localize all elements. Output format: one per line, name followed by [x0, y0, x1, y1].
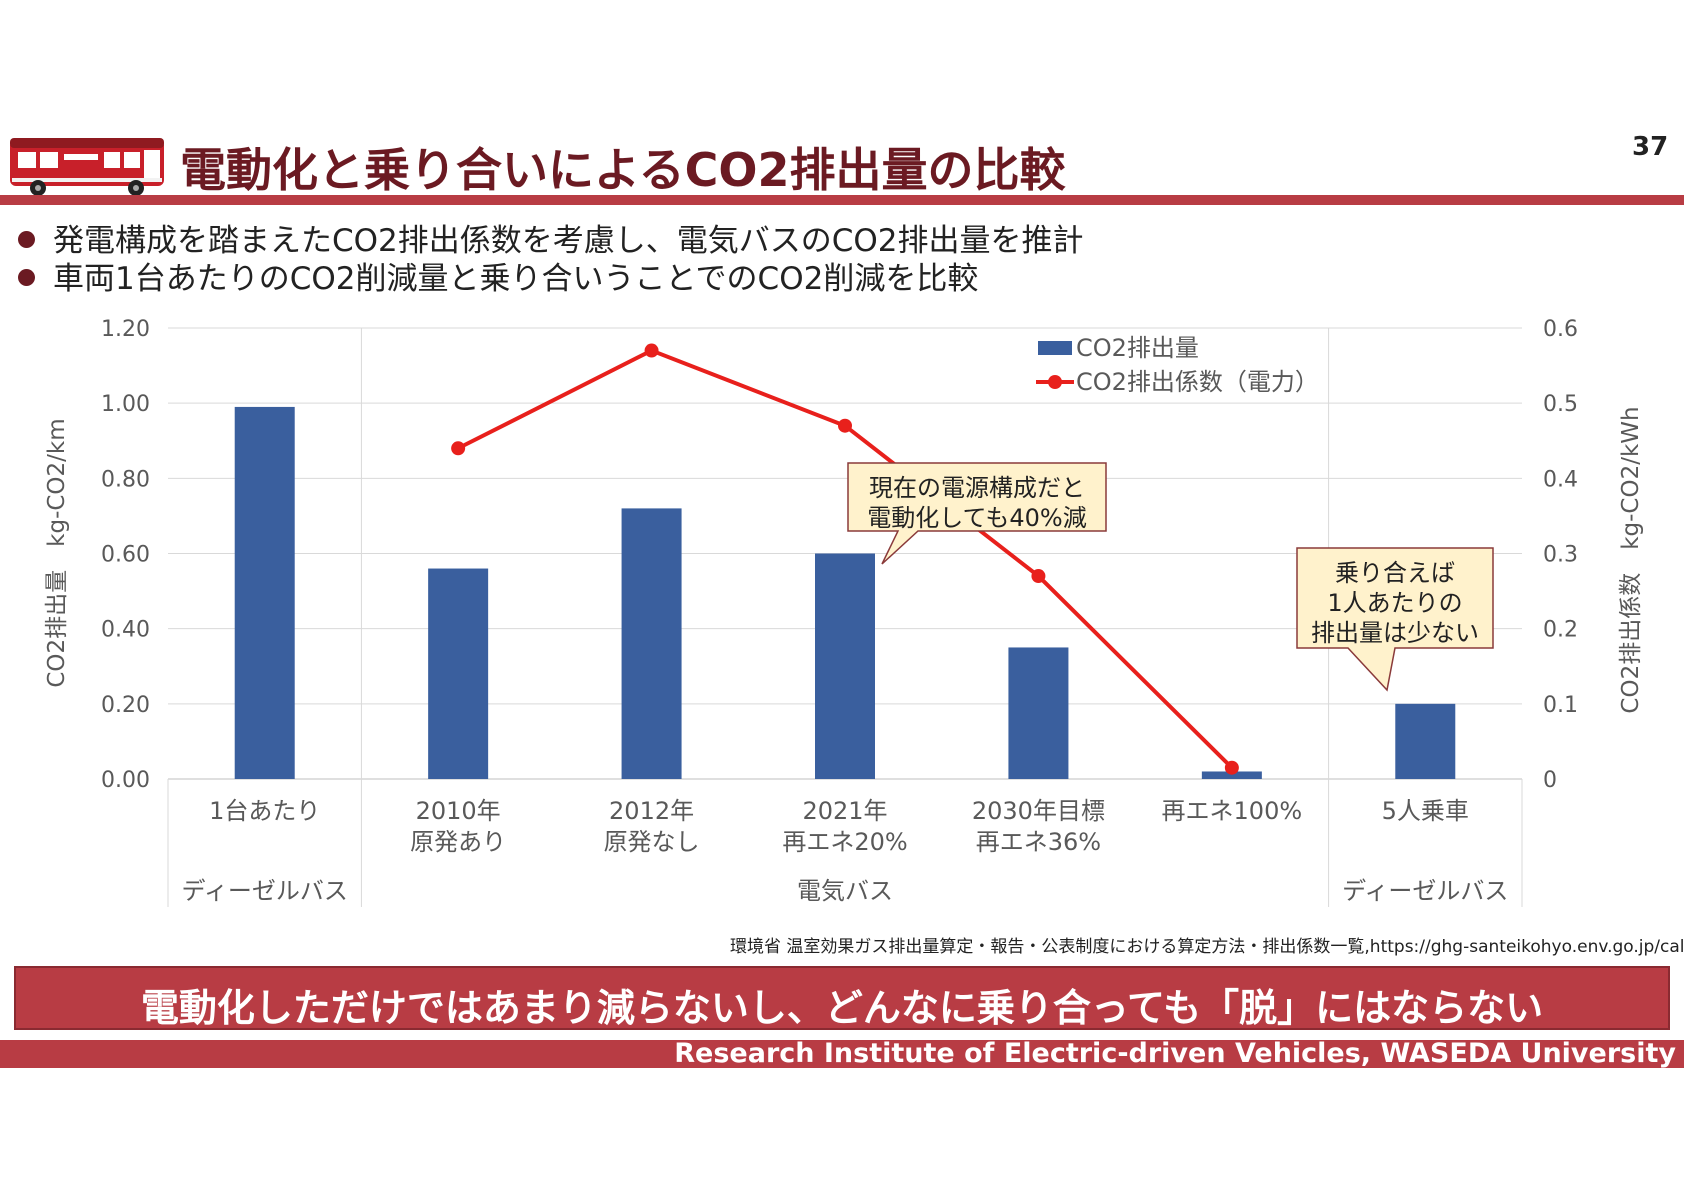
bullet-item: 発電構成を踏まえたCO2排出係数を考慮し、電気バスのCO2排出量を推計 [18, 222, 1084, 260]
right-tick-label: 0.2 [1543, 618, 1578, 643]
bar-1 [234, 406, 295, 779]
bar-3 [621, 508, 682, 779]
group-label: ディーゼルバス [182, 877, 348, 905]
footer-institution: Research Institute of Electric-driven Ve… [674, 1038, 1676, 1069]
bullet-item: 車両1台あたりのCO2削減量と乗り合いうことでのCO2削減を比較 [18, 260, 1084, 298]
callout-shared-ride-text: 排出量は少ない [1311, 619, 1479, 647]
legend-line-label: CO2排出係数（電力） [1076, 368, 1319, 396]
category-label: 1台あたり [209, 797, 320, 825]
bullet-text: 発電構成を踏まえたCO2排出係数を考慮し、電気バスのCO2排出量を推計 [53, 223, 1084, 259]
bus-icon [10, 138, 164, 196]
right-axis-title: CO2排出係数 kg-CO2/kWh [1618, 406, 1644, 713]
group-label: 電気バス [797, 877, 893, 905]
page-number: 37 [1632, 132, 1669, 162]
page-title: 電動化と乗り合いによるCO2排出量の比較 [180, 143, 1066, 197]
left-tick-label: 0.40 [101, 618, 150, 643]
right-tick-label: 0.3 [1543, 543, 1578, 568]
bullet-dot-icon [18, 269, 35, 286]
legend-bar-label: CO2排出量 [1076, 334, 1199, 362]
left-tick-label: 0.60 [101, 543, 150, 568]
line-point-3 [838, 418, 852, 433]
line-point-2 [644, 343, 659, 358]
category-label: 原発なし [604, 828, 700, 856]
category-label: 原発あり [410, 828, 506, 856]
bar-4 [815, 553, 875, 779]
category-label: 2021年 [802, 797, 887, 825]
callout-shared-ride-shape [1296, 547, 1494, 692]
right-tick-label: 0 [1543, 768, 1557, 793]
category-label: 再エネ36% [976, 828, 1101, 856]
right-tick-label: 0.6 [1543, 317, 1578, 342]
title-rule [0, 195, 1684, 205]
source-citation: 環境省 温室効果ガス排出量算定・報告・公表制度における算定方法・排出係数一覧,h… [730, 937, 1684, 957]
title-row: 電動化と乗り合いによるCO2排出量の比較 37 [0, 126, 1684, 206]
left-tick-label: 1.00 [101, 392, 150, 417]
bar-7 [1395, 703, 1456, 779]
legend-bar-swatch [1038, 341, 1072, 355]
footer-bar: Research Institute of Electric-driven Ve… [0, 1040, 1684, 1068]
bullet-list: 発電構成を踏まえたCO2排出係数を考慮し、電気バスのCO2排出量を推計 車両1台… [18, 222, 1084, 298]
left-axis-title: CO2排出量 kg-CO2/km [44, 418, 70, 687]
legend-line-marker [1048, 375, 1062, 389]
co2-chart: 0.00 0.20 0.40 0.60 0.80 1.00 1.20 0 0.1 0.2 0.3 0.… [44, 317, 1644, 907]
category-label: 2012年 [609, 797, 694, 825]
group-label: ディーゼルバス [1342, 877, 1508, 905]
line-point-4 [1031, 569, 1046, 584]
category-label: 2030年目標 [972, 797, 1105, 825]
bar-5 [1008, 647, 1069, 779]
bullet-dot-icon [18, 231, 35, 248]
callout-shared-ride-text: 乗り合えば [1335, 559, 1455, 587]
category-label: 再エネ100% [1162, 797, 1303, 825]
bar-2 [428, 568, 489, 779]
right-tick-label: 0.1 [1543, 693, 1578, 718]
conclusion-text: 電動化しただけではあまり減らないし、どんなに乗り合っても「脱」にはならない [140, 986, 1544, 1030]
callout-40pct-text: 電動化しても40%減 [867, 504, 1086, 532]
left-tick-label: 0.20 [101, 693, 150, 718]
line-point-5 [1224, 760, 1239, 775]
line-point-1 [451, 441, 466, 456]
category-label: 5人乗車 [1382, 797, 1469, 825]
right-tick-label: 0.5 [1543, 392, 1578, 417]
callout-40pct-text: 現在の電源構成だと [869, 474, 1085, 502]
bullet-text: 車両1台あたりのCO2削減量と乗り合いうことでのCO2削減を比較 [53, 261, 979, 297]
category-label: 再エネ20% [782, 828, 907, 856]
category-label: 2010年 [416, 797, 501, 825]
callout-40pct-shape [847, 462, 1107, 565]
callout-shared-ride-text: 1人あたりの [1327, 589, 1462, 617]
conclusion-banner: 電動化しただけではあまり減らないし、どんなに乗り合っても「脱」にはならない [14, 966, 1670, 1030]
right-tick-label: 0.4 [1543, 467, 1578, 492]
left-tick-label: 0.80 [101, 467, 150, 492]
left-tick-label: 1.20 [101, 317, 150, 342]
left-tick-label: 0.00 [101, 768, 150, 793]
bar-6 [1201, 771, 1262, 779]
